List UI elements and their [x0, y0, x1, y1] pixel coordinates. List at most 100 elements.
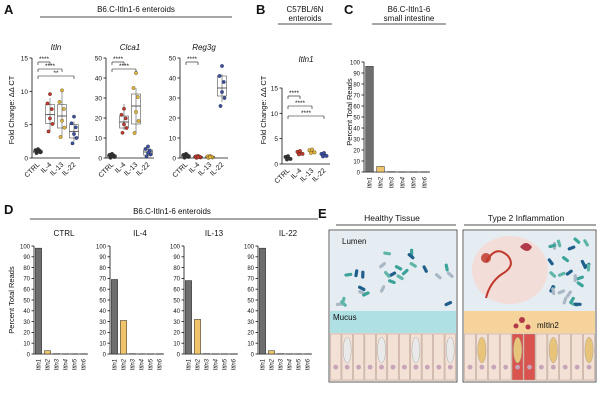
y-tick-label: 60: [247, 288, 254, 294]
bacterium-icon: [444, 263, 449, 272]
y-tick-label: 20: [173, 331, 180, 337]
x-tick-label: CTRL: [274, 167, 292, 185]
bacterium-icon: [580, 259, 587, 268]
x-tick-label: CTRL: [98, 161, 116, 179]
x-tick-label: Itln4: [401, 176, 407, 188]
data-point: [144, 154, 149, 159]
cell-nucleus: [379, 364, 384, 370]
parasite-cell: [520, 243, 532, 251]
data-point: [217, 74, 222, 78]
bacterium-icon: [551, 287, 556, 296]
data-point: [321, 154, 325, 159]
data-point: [136, 119, 141, 123]
helminth-head: [481, 253, 491, 263]
y-tick-label: 80: [247, 266, 254, 272]
bacterium-icon: [562, 296, 568, 305]
panel-b: B C57BL/6N enteroids Fold Change: ΔΔ CT …: [256, 2, 332, 185]
data-point: [288, 156, 293, 161]
bacterium-icon: [573, 302, 582, 306]
bacterium-icon: [573, 274, 577, 283]
box: [131, 93, 141, 125]
bacterium-icon: [569, 296, 575, 305]
box: [45, 104, 55, 124]
data-point: [72, 132, 76, 136]
data-point: [285, 157, 289, 162]
y-tick-label: 50: [95, 56, 103, 63]
box: [143, 149, 153, 156]
y-tick-label: 40: [99, 309, 106, 315]
data-point: [61, 107, 66, 111]
x-tick-label: Itln1: [113, 359, 119, 370]
healthy-schematic: Lumen Mucus: [328, 229, 458, 383]
bacterium-icon: [549, 271, 557, 278]
panel-c-ylabel: Percent Total Reads: [345, 78, 354, 146]
x-tick-label: Itln3: [55, 358, 61, 370]
y-tick-label: 30: [353, 137, 360, 143]
x-tick-label: Itln4: [64, 358, 70, 370]
data-point: [119, 112, 124, 117]
y-tick-label: 70: [247, 277, 254, 283]
panel-d-header: B6.C-Itln1-6 enteroids: [133, 207, 211, 216]
significance-stars: ****: [119, 63, 130, 70]
gene-title: Itln: [51, 43, 62, 52]
y-tick-label: 0: [172, 156, 176, 163]
data-point: [36, 149, 40, 154]
inflamed-schematic: mItln2: [462, 229, 597, 383]
x-tick-label: Itln5: [412, 176, 418, 188]
y-tick-label: 50: [99, 298, 106, 304]
panel-b-header-line2: enteroids: [289, 14, 322, 23]
data-point: [143, 147, 148, 151]
x-tick-label: IL-22: [311, 167, 327, 183]
bacterium-icon: [354, 269, 359, 278]
y-tick-label: 80: [23, 266, 30, 272]
x-tick-label: Itln3: [205, 358, 211, 370]
y-tick-label: 10: [95, 136, 103, 143]
bacterium-icon: [556, 239, 562, 248]
bacterium-icon: [384, 270, 391, 278]
y-tick-label: 70: [173, 277, 180, 283]
cell-nucleus: [503, 364, 509, 370]
bacterium-icon: [401, 268, 409, 276]
healthy-mucus-layer: [330, 311, 456, 333]
panel-c: C B6.C-Itln1-6 small intestine Percent T…: [344, 2, 446, 188]
data-point: [45, 101, 50, 106]
x-tick-label: Itln5: [223, 358, 229, 370]
x-tick-label: Itln2: [270, 358, 276, 370]
y-tick-label: 90: [247, 255, 254, 261]
bacterium-icon: [557, 289, 566, 295]
y-tick-label: 5: [274, 136, 278, 143]
y-tick-label: 90: [23, 255, 30, 261]
data-point: [62, 125, 67, 130]
data-point: [309, 150, 313, 155]
y-tick-label: 0: [103, 352, 107, 358]
panel-d-letter: D: [4, 202, 13, 217]
bacterium-icon: [547, 258, 554, 266]
x-tick-label: Itln6: [158, 358, 164, 370]
goblet-granules: [513, 337, 522, 364]
mitln2-dot-2: [513, 323, 519, 329]
x-tick-label: Itln6: [306, 358, 312, 370]
epithelial-cell: [523, 333, 536, 381]
y-tick-label: 40: [353, 126, 360, 132]
x-tick-label: Itln4: [140, 358, 146, 370]
epithelial-cell: [464, 333, 476, 381]
inflamed-cells: [464, 333, 595, 381]
epithelial-cell: [488, 333, 500, 381]
panel-a-plots: 051015ItlnCTRLIL-4IL-13IL-22**********01…: [21, 43, 228, 179]
bacterium-icon: [567, 245, 576, 251]
data-point: [48, 116, 52, 121]
y-tick-label: 10: [21, 89, 29, 96]
bacterium-icon: [576, 275, 584, 281]
bacterium-icon: [583, 239, 589, 247]
data-point: [110, 154, 114, 159]
bacterium-icon: [422, 265, 428, 273]
y-tick-label: 70: [23, 277, 30, 283]
y-tick-label: 30: [23, 320, 30, 326]
bacterium-icon: [340, 300, 347, 307]
x-tick-label: Itln6: [82, 358, 88, 370]
y-tick-label: 40: [95, 76, 103, 83]
panel-b-letter: B: [256, 2, 265, 17]
panel-b-header-line1: C57BL/6N: [287, 5, 324, 14]
